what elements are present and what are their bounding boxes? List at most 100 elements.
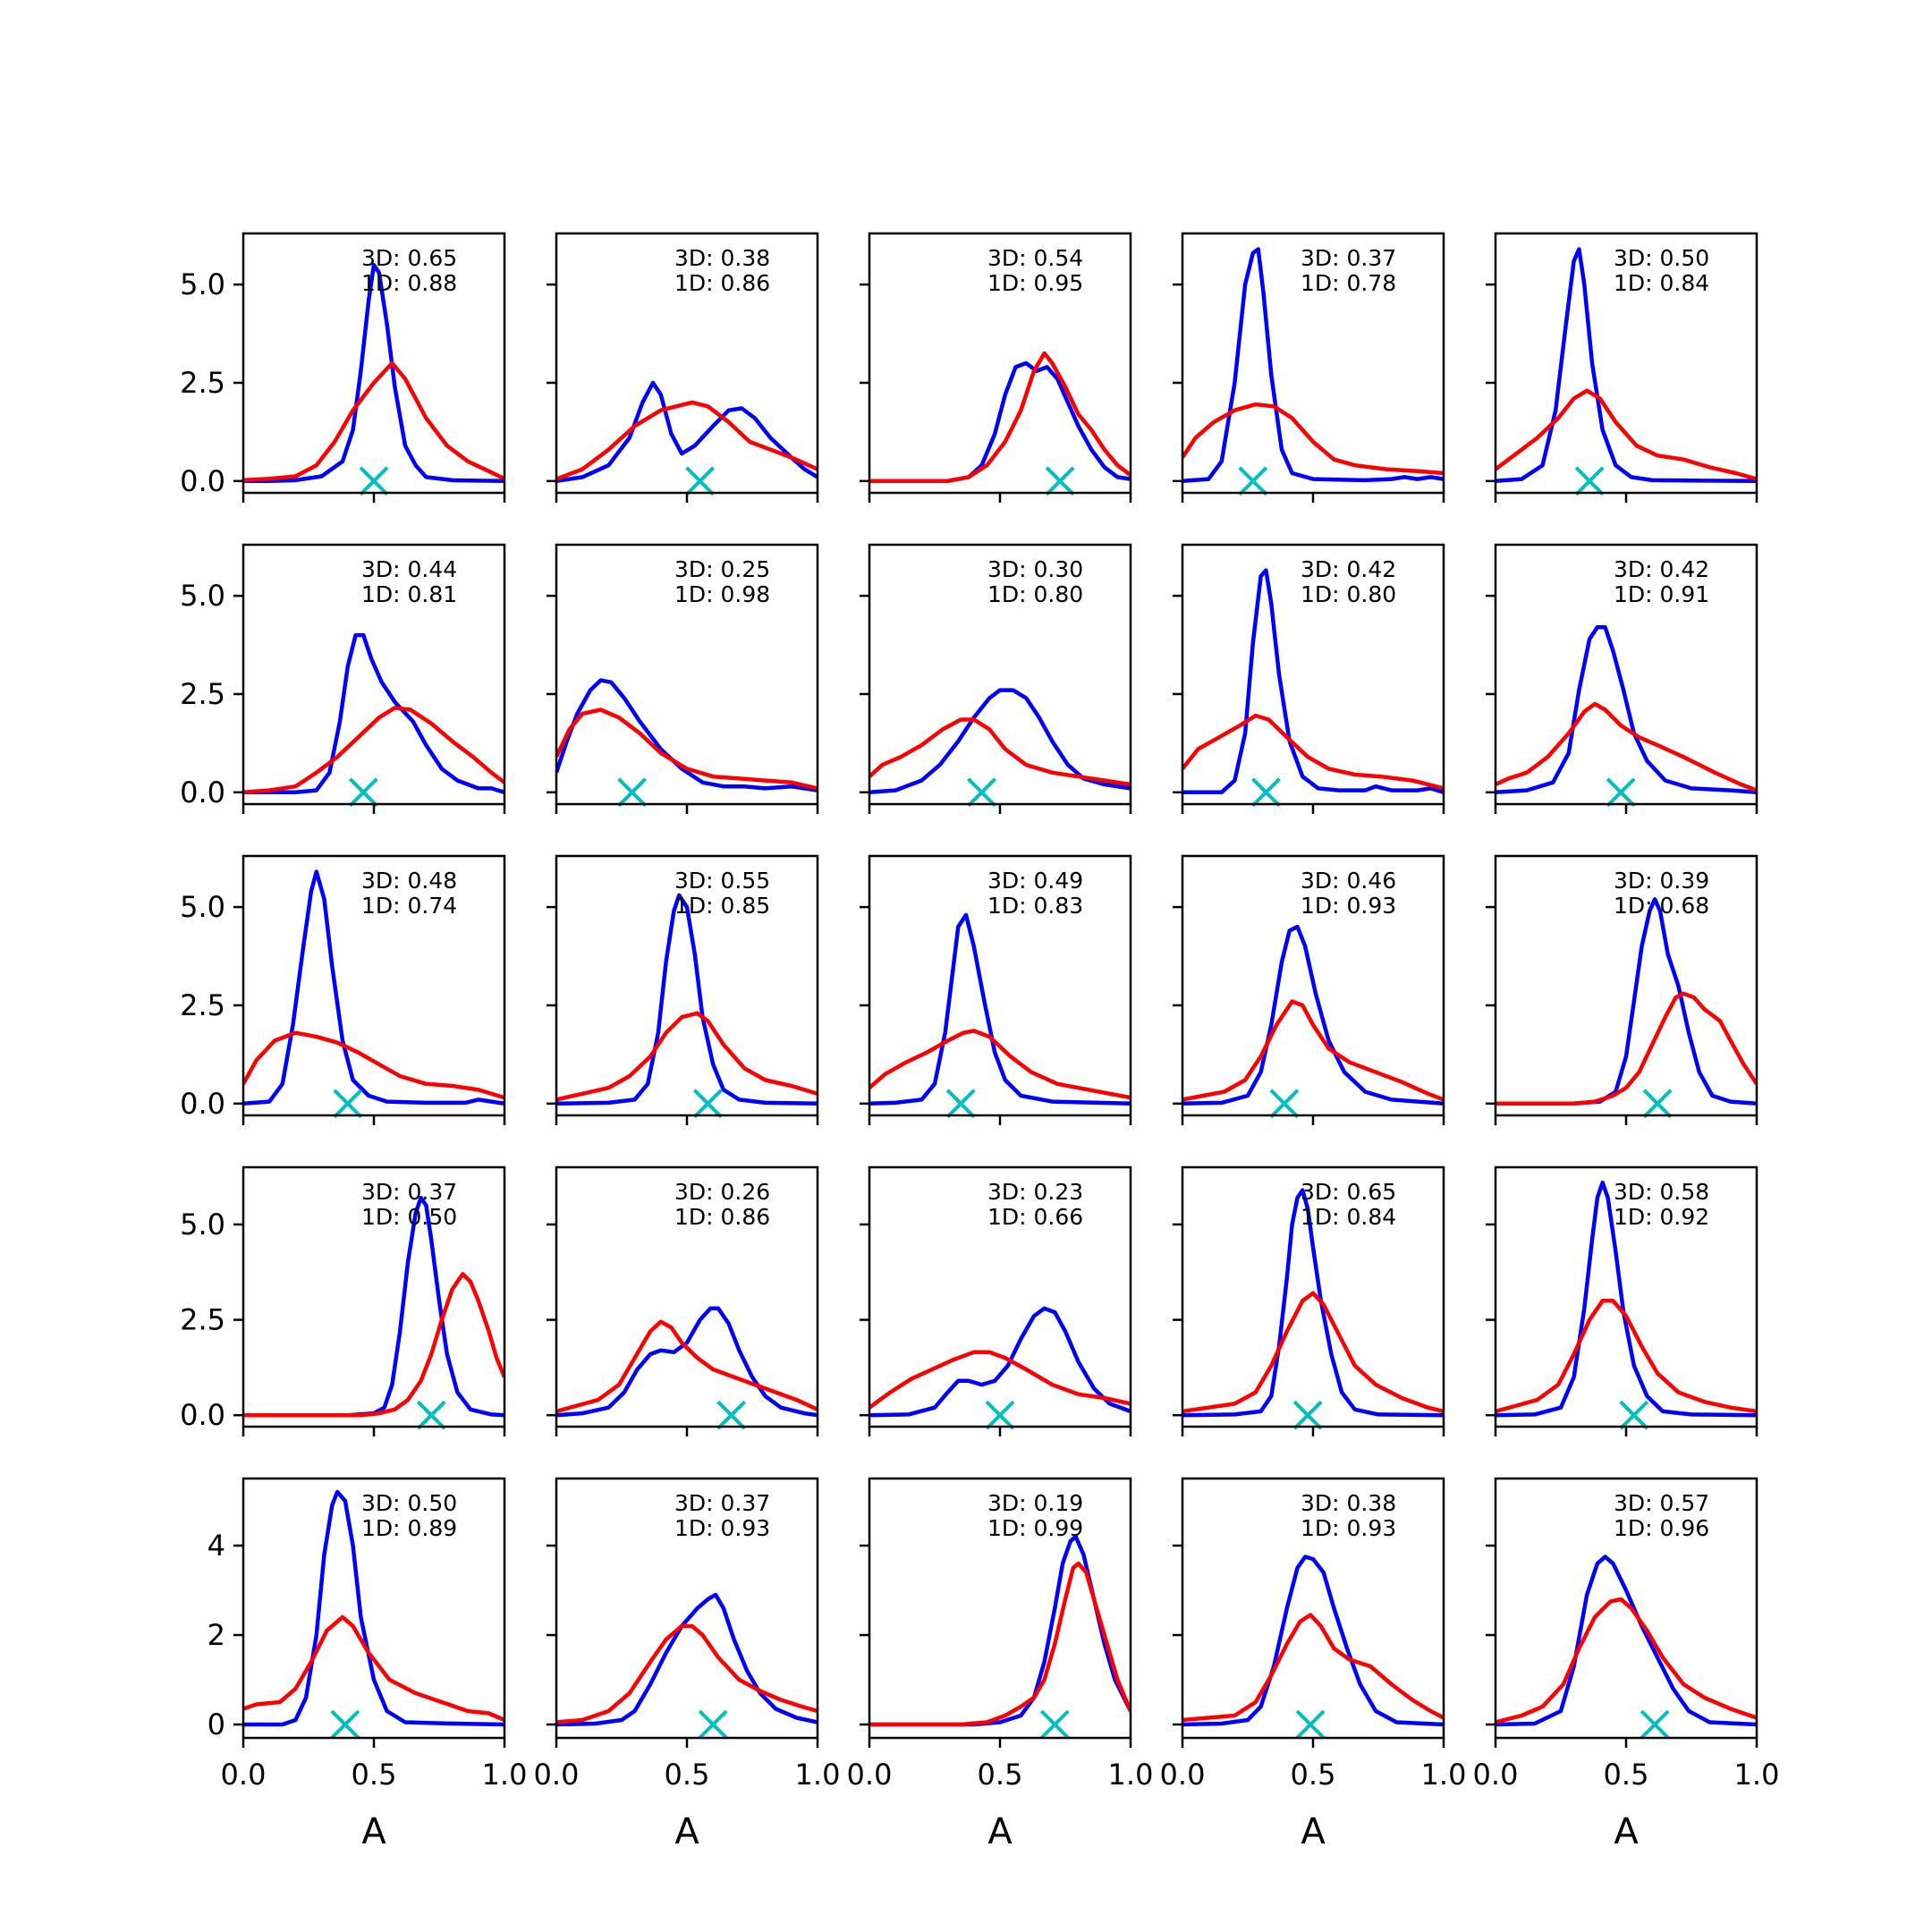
subplot-curves (243, 262, 504, 484)
marker-x (1039, 1709, 1070, 1740)
subplot-curves (1182, 1188, 1444, 1418)
x-tick-label: 0.0 (221, 1758, 267, 1792)
annotation-1d: 1D: 0.50 (361, 1204, 457, 1230)
annotation-1d: 1D: 0.96 (1614, 1515, 1709, 1541)
annotation-3d: 3D: 0.23 (987, 1179, 1083, 1205)
series-1d-line (243, 1614, 504, 1723)
annotation-3d: 3D: 0.50 (1614, 245, 1709, 271)
series-3d-line (1496, 625, 1757, 795)
marker-stroke (1295, 1709, 1326, 1740)
series-1d-line (1182, 1613, 1444, 1723)
marker-stroke (1574, 466, 1605, 496)
subplot-curves (243, 1195, 504, 1418)
x-axis-label: A (674, 1811, 699, 1852)
marker-stroke (685, 466, 716, 496)
subplot-curves (1496, 247, 1757, 484)
annotation-3d: 3D: 0.39 (1614, 868, 1709, 894)
series-3d-line (1496, 1555, 1757, 1727)
marker-x (1574, 466, 1605, 496)
marker-stroke (416, 1400, 446, 1430)
y-tick-label: 2.5 (180, 1303, 225, 1337)
marker-stroke (333, 1089, 363, 1119)
x-tick-label: 0.0 (1473, 1758, 1519, 1792)
y-tick-label: 4 (208, 1529, 225, 1563)
annotation-3d: 3D: 0.65 (1301, 1179, 1396, 1205)
marker-x (617, 777, 648, 808)
marker-x (359, 466, 389, 496)
series-1d-line (869, 1029, 1131, 1100)
marker-x (698, 1709, 728, 1740)
marker-stroke (945, 1089, 976, 1119)
series-3d-line (243, 632, 504, 795)
series-3d-line (1496, 247, 1757, 484)
marker-x (985, 1400, 1015, 1430)
marker-stroke (1269, 1089, 1300, 1119)
annotation-3d: 3D: 0.55 (674, 868, 770, 894)
series-1d-line (556, 1011, 818, 1102)
x-tick-label: 1.0 (795, 1758, 841, 1792)
series-1d-line (1496, 991, 1757, 1106)
series-1d-line (869, 351, 1131, 484)
annotation-1d: 1D: 0.74 (361, 893, 457, 919)
marker-x (1238, 466, 1268, 496)
subplot-curves (869, 1306, 1131, 1418)
marker-stroke (698, 1709, 728, 1740)
marker-x (685, 466, 716, 496)
annotation-3d: 3D: 0.30 (987, 556, 1083, 582)
annotation-1d: 1D: 0.86 (674, 1204, 770, 1230)
annotation-1d: 1D: 0.68 (1614, 893, 1709, 919)
marker-stroke (1619, 1400, 1649, 1430)
marker-x (1045, 466, 1075, 496)
y-tick-label: 5.0 (180, 890, 225, 924)
y-tick-label: 5.0 (180, 1208, 225, 1241)
marker-stroke (348, 777, 378, 808)
annotation-1d: 1D: 0.91 (1614, 581, 1709, 607)
subplot-curves (243, 632, 504, 795)
marker-stroke (1606, 777, 1636, 808)
marker-stroke (1640, 1709, 1670, 1740)
x-tick-label: 0.0 (1160, 1758, 1206, 1792)
marker-x (1269, 1089, 1300, 1119)
annotation-1d: 1D: 0.84 (1614, 270, 1709, 296)
annotation-1d: 1D: 0.93 (674, 1515, 770, 1541)
annotation-3d: 3D: 0.49 (987, 868, 1083, 894)
marker-x (716, 1400, 747, 1430)
series-3d-line (243, 1195, 504, 1418)
series-1d-line (1496, 1299, 1757, 1414)
annotation-1d: 1D: 0.93 (1301, 893, 1396, 919)
x-tick-label: 0.5 (352, 1758, 397, 1792)
annotation-1d: 1D: 0.78 (1301, 270, 1396, 296)
marker-stroke (985, 1400, 1015, 1430)
series-3d-line (1182, 1555, 1444, 1727)
series-3d-line (243, 1489, 504, 1727)
annotation-1d: 1D: 0.86 (674, 270, 770, 296)
marker-x (1606, 777, 1636, 808)
y-tick-label: 0.0 (180, 1398, 225, 1432)
series-3d-line (243, 262, 504, 484)
subplot-curves (556, 380, 818, 484)
series-1d-line (556, 1319, 818, 1414)
marker-stroke (967, 777, 996, 808)
annotation-3d: 3D: 0.37 (1301, 245, 1396, 271)
marker-stroke (330, 1709, 360, 1740)
subplot-curves (243, 1489, 504, 1727)
marker-stroke (1251, 777, 1281, 808)
series-1d-line (1496, 1597, 1757, 1724)
marker-stroke (1039, 1709, 1070, 1740)
annotation-1d: 1D: 0.66 (987, 1204, 1083, 1230)
annotation-1d: 1D: 0.92 (1614, 1204, 1709, 1230)
marker-x (1640, 1709, 1670, 1740)
marker-x (1251, 777, 1281, 808)
y-tick-label: 2 (208, 1618, 225, 1652)
